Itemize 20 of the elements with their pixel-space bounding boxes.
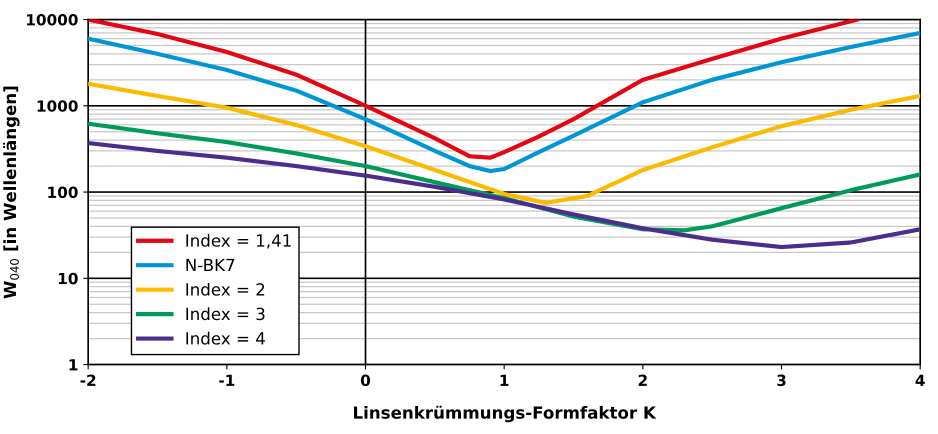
y-tick-label: 1	[70, 359, 78, 370]
y-tick-label: 1000	[38, 100, 78, 112]
y-tick-label: 10000	[27, 14, 78, 26]
legend-label: Index = 1,41	[186, 234, 291, 249]
x-tick-label: -1	[219, 374, 234, 386]
x-tick-label: 0	[360, 374, 370, 386]
y-axis-title: W$_{040}$ [in Wellenlängen]	[3, 86, 20, 299]
y-tick-label: 100	[48, 186, 78, 198]
y-tick-label: 10	[58, 272, 78, 284]
x-tick-label: -2	[80, 374, 96, 386]
x-axis-title: Linsenkrümmungs-Formfaktor K	[354, 406, 656, 422]
line-series	[88, 20, 860, 160]
legend-label: N-BK7	[186, 258, 234, 272]
x-tick-label: 3	[777, 374, 786, 386]
legend-label: Index = 4	[186, 332, 265, 345]
x-tick-label: 1	[500, 374, 508, 386]
legend-label: Index = 3	[186, 307, 264, 320]
x-tick-label: 2	[638, 374, 647, 386]
legend-label: Index = 2	[186, 282, 264, 296]
x-tick-label: 4	[916, 374, 925, 386]
